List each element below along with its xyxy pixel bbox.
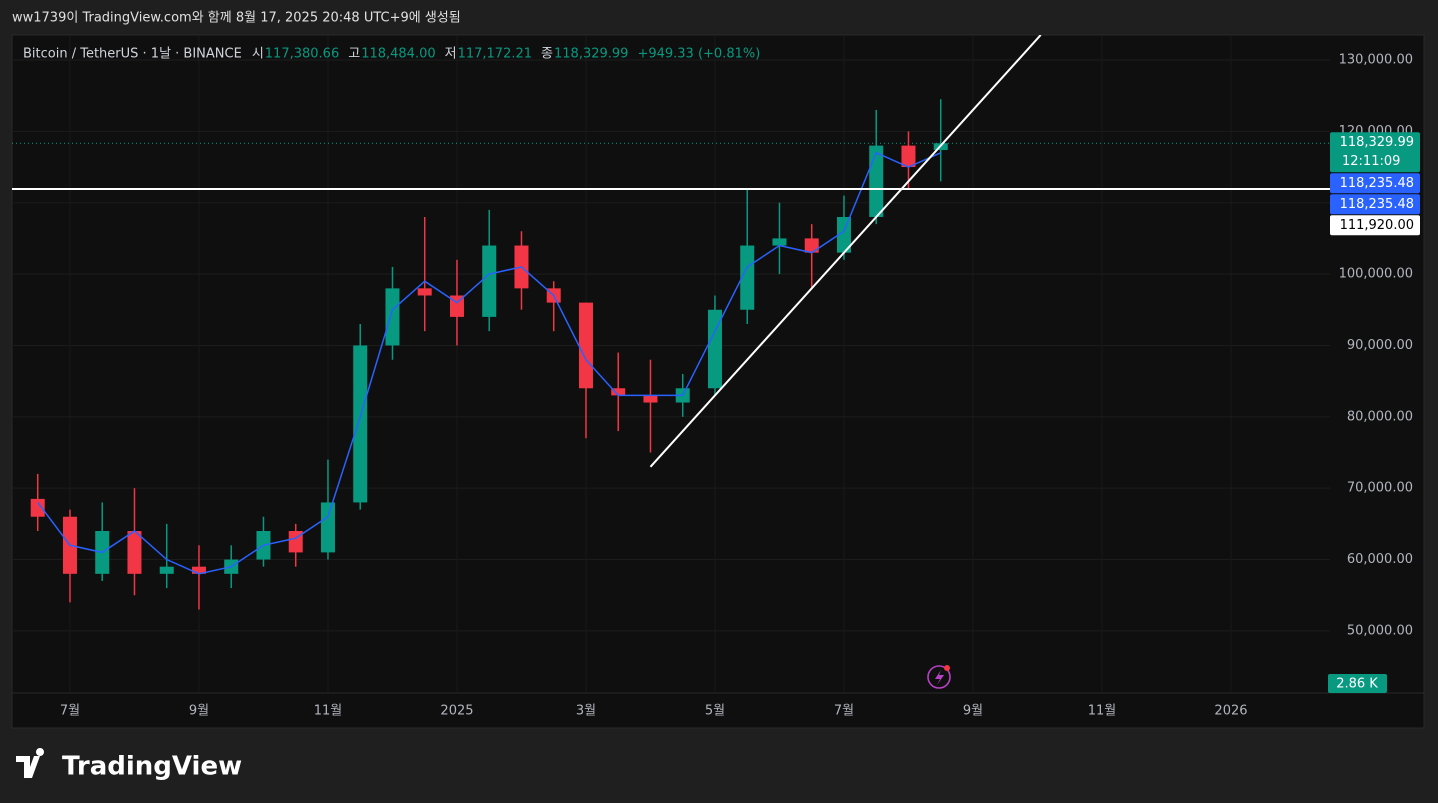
change: +949.33 (+0.81%) xyxy=(637,47,760,62)
ohlc-value: 117,172.21 xyxy=(458,47,532,62)
brand: TradingView xyxy=(62,752,242,782)
y-tick-label: 50,000.00 xyxy=(1347,623,1413,638)
x-tick-label: 7월 xyxy=(834,704,854,719)
candle-body xyxy=(740,245,755,310)
candle-body xyxy=(707,309,722,389)
candle-body xyxy=(901,145,916,168)
candle-body xyxy=(578,302,593,389)
y-tick-label: 90,000.00 xyxy=(1347,338,1413,353)
x-tick-label: 2026 xyxy=(1214,704,1247,719)
price-tag xyxy=(1330,132,1420,173)
candle-body xyxy=(611,388,626,396)
candle-body xyxy=(804,238,819,253)
ohlc-label: 시 xyxy=(252,47,264,62)
x-tick-label: 11월 xyxy=(1088,704,1117,719)
symbol: Bitcoin / TetherUS · 1날 · BINANCE xyxy=(23,47,242,62)
candle-body xyxy=(385,288,400,346)
price-tag-label: 118,329.99 xyxy=(1340,135,1414,150)
candle-body xyxy=(417,288,432,296)
price-tag-time: 12:11:09 xyxy=(1342,154,1400,169)
candle-body xyxy=(320,502,335,553)
x-tick-label: 7월 xyxy=(60,704,80,719)
x-tick-label: 3월 xyxy=(576,704,596,719)
ohlc-label: 저 xyxy=(445,47,457,62)
ohlc-value: 118,329.99 xyxy=(554,47,628,62)
price-tag-label: 118,235.48 xyxy=(1340,176,1414,191)
candle-body xyxy=(482,245,497,317)
candle-body xyxy=(127,530,142,574)
price-tag-label: 118,235.48 xyxy=(1340,197,1414,212)
price-tag xyxy=(1330,194,1420,215)
x-tick-label: 9월 xyxy=(963,704,983,719)
y-tick-label: 130,000.00 xyxy=(1339,52,1413,67)
y-tick-label: 100,000.00 xyxy=(1339,267,1413,282)
y-tick-label: 70,000.00 xyxy=(1347,481,1413,496)
ohlc-value: 118,484.00 xyxy=(361,47,435,62)
candle-body xyxy=(643,395,658,403)
ohlc-label: 고 xyxy=(348,47,360,62)
y-tick-label: 60,000.00 xyxy=(1347,552,1413,567)
x-tick-label: 5월 xyxy=(705,704,725,719)
x-tick-label: 9월 xyxy=(189,704,209,719)
moving-average xyxy=(37,151,942,575)
candle-body xyxy=(869,145,884,217)
trend-line xyxy=(649,35,1042,468)
ohlc-label: 종 xyxy=(541,47,553,62)
candle-body xyxy=(353,345,368,503)
volume-tag xyxy=(1328,674,1387,693)
candle-body xyxy=(772,238,787,246)
candle-body xyxy=(836,216,851,253)
price-tag xyxy=(1330,215,1420,236)
price-tag xyxy=(1330,173,1420,194)
y-tick-label: 80,000.00 xyxy=(1347,409,1413,424)
price-tag-label: 111,920.00 xyxy=(1340,218,1414,233)
candle-body xyxy=(159,566,174,574)
candle-body xyxy=(30,498,45,517)
caption: ww1739이 TradingView.com와 함께 8월 17, 2025 … xyxy=(12,11,461,26)
x-tick-label: 2025 xyxy=(440,704,473,719)
ohlc-value: 117,380.66 xyxy=(265,47,339,62)
logo xyxy=(16,747,45,778)
x-tick-label: 11월 xyxy=(314,704,343,719)
alert-icon[interactable] xyxy=(927,665,951,689)
candle-body xyxy=(191,566,206,574)
volume-tag-label: 2.86 K xyxy=(1336,677,1378,692)
